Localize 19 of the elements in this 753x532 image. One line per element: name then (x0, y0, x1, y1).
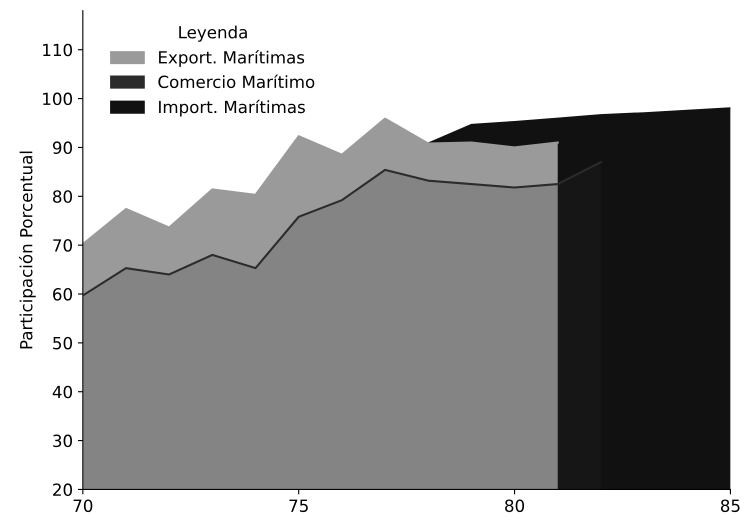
y-tick-label: 30 (53, 434, 72, 448)
legend-label: Import. Marítimas (159, 100, 305, 116)
y-tick-label: 40 (52, 386, 72, 398)
y-tick-label: 20 (53, 483, 72, 496)
y-tick-label: 70 (53, 239, 72, 252)
x-tick-label: 70 (74, 499, 92, 512)
y-tick-label: 50 (53, 336, 72, 350)
y-tick-label: 90 (52, 141, 72, 154)
legend-title: Leyenda (179, 26, 247, 42)
x-tick-label: 75 (289, 500, 308, 512)
y-tick-label: 100 (43, 92, 72, 106)
y-axis-title: Participación Porcentual (18, 152, 36, 348)
legend-label: Comercio Marítimo (158, 74, 314, 88)
y-tick-label: 110 (43, 44, 72, 56)
legend-label: Export. Marítimas (159, 50, 304, 67)
y-tick-label: 60 (53, 288, 72, 301)
x-tick-label: 85 (720, 499, 740, 512)
y-tick-label: 80 (53, 190, 72, 203)
x-tick-label: 80 (505, 499, 524, 512)
